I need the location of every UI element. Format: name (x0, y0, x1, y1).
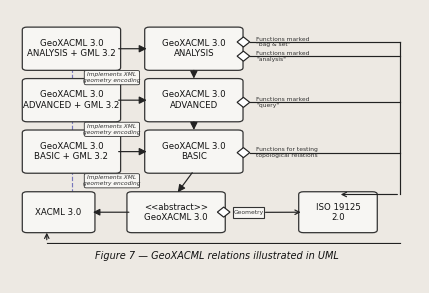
FancyBboxPatch shape (84, 71, 139, 85)
Text: GeoXACML 3.0
ADVANCED: GeoXACML 3.0 ADVANCED (162, 91, 226, 110)
FancyBboxPatch shape (145, 79, 243, 122)
FancyBboxPatch shape (84, 174, 139, 188)
Text: Implements XML
geometry encoding: Implements XML geometry encoding (83, 176, 141, 186)
Text: Functions marked
"bag & set": Functions marked "bag & set" (256, 37, 310, 47)
FancyBboxPatch shape (22, 27, 121, 70)
FancyBboxPatch shape (84, 122, 139, 137)
FancyBboxPatch shape (145, 27, 243, 70)
Text: <<abstract>>
GeoXACML 3.0: <<abstract>> GeoXACML 3.0 (144, 202, 208, 222)
Text: Implements XML
geometry encoding: Implements XML geometry encoding (83, 72, 141, 83)
Text: GeoXACML 3.0
ANALYSIS + GML 3.2: GeoXACML 3.0 ANALYSIS + GML 3.2 (27, 39, 116, 58)
FancyBboxPatch shape (299, 192, 377, 233)
Text: Geometry: Geometry (233, 210, 263, 215)
Text: Implements XML
geometry encoding: Implements XML geometry encoding (83, 124, 141, 135)
FancyBboxPatch shape (22, 192, 95, 233)
Polygon shape (237, 97, 250, 107)
Polygon shape (237, 37, 250, 47)
FancyBboxPatch shape (22, 130, 121, 173)
Text: GeoXACML 3.0
BASIC: GeoXACML 3.0 BASIC (162, 142, 226, 161)
Text: XACML 3.0: XACML 3.0 (36, 208, 82, 217)
Polygon shape (218, 207, 230, 217)
Text: GeoXACML 3.0
BASIC + GML 3.2: GeoXACML 3.0 BASIC + GML 3.2 (34, 142, 109, 161)
Text: Functions for testing
topological relations: Functions for testing topological relati… (256, 147, 318, 158)
FancyBboxPatch shape (145, 130, 243, 173)
Text: GeoXACML 3.0
ANALYSIS: GeoXACML 3.0 ANALYSIS (162, 39, 226, 58)
FancyBboxPatch shape (22, 79, 121, 122)
Text: Figure 7 — GeoXACML relations illustrated in UML: Figure 7 — GeoXACML relations illustrate… (95, 251, 338, 260)
FancyBboxPatch shape (127, 192, 225, 233)
Text: ISO 19125
2.0: ISO 19125 2.0 (316, 202, 360, 222)
Text: Functions marked
"query": Functions marked "query" (256, 97, 310, 108)
Polygon shape (237, 148, 250, 158)
Polygon shape (237, 51, 250, 61)
FancyBboxPatch shape (233, 207, 264, 218)
Text: Functions marked
"analysis": Functions marked "analysis" (256, 51, 310, 62)
Text: GeoXACML 3.0
ADVANCED + GML 3.2: GeoXACML 3.0 ADVANCED + GML 3.2 (23, 91, 120, 110)
